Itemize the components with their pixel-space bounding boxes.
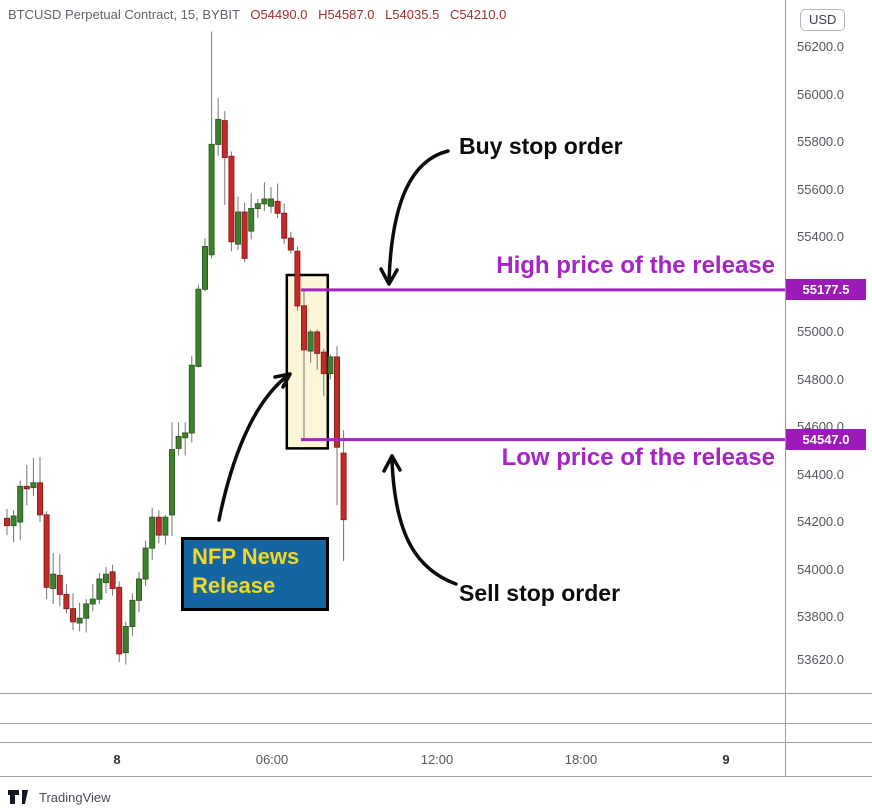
nfp-callout-arrow[interactable] — [217, 375, 288, 522]
candle-down — [63, 593, 70, 610]
price-tick-label: 54800.0 — [797, 371, 844, 387]
candle-up — [175, 436, 182, 449]
time-tick-label: 9 — [722, 752, 730, 767]
candle-down — [23, 485, 30, 490]
candle-down — [116, 586, 123, 655]
candle-down — [340, 452, 347, 521]
candle-down — [155, 516, 162, 536]
price-tick-label: 56000.0 — [797, 86, 844, 102]
candle-up — [162, 516, 169, 536]
candle-up — [149, 516, 156, 549]
time-tick-label: 12:00 — [420, 752, 454, 767]
sell-stop-arrowhead — [382, 454, 402, 473]
currency-unit-button[interactable]: USD — [800, 9, 846, 31]
tradingview-logo[interactable]: TradingView — [8, 789, 111, 805]
candle-down — [56, 574, 63, 595]
symbol-legend[interactable]: BTCUSD Perpetual Contract, 15, BYBIT O54… — [8, 7, 506, 22]
price-tick-label: 55800.0 — [797, 134, 844, 149]
candle-up — [89, 598, 96, 605]
candle-up — [10, 515, 17, 527]
candle-up — [169, 449, 175, 516]
candle-up — [182, 432, 189, 439]
time-tick-label: 8 — [113, 752, 121, 767]
candle-down — [287, 237, 294, 251]
price-tick-label: 53620.0 — [797, 651, 844, 667]
candle-up — [268, 198, 274, 207]
nfp-news-line1: NFP News — [192, 544, 300, 569]
candle-up — [307, 331, 314, 352]
buy-stop-arrowhead — [379, 267, 399, 286]
candle-up — [122, 626, 129, 654]
candle-down — [241, 211, 248, 259]
candle-down — [70, 608, 76, 623]
candle-down — [221, 120, 228, 158]
candle-up — [129, 599, 136, 627]
buy-stop-arrow[interactable] — [387, 149, 450, 282]
open-readout: O54490.0 — [250, 7, 308, 22]
candle-up — [142, 547, 149, 580]
candle-up — [327, 356, 334, 375]
candle-up — [188, 364, 195, 434]
sell-stop-arrow[interactable] — [390, 458, 458, 586]
candle-down — [334, 356, 340, 448]
candle-up — [76, 617, 83, 624]
nfp-news-line2: Release — [192, 573, 276, 598]
candle-up — [50, 573, 57, 589]
high-readout: H54587.0 — [318, 7, 375, 22]
candle-up — [208, 143, 215, 256]
candle-down — [281, 212, 288, 239]
high-price-release-label[interactable]: High price of the release — [496, 252, 775, 279]
price-tick-label: 55600.0 — [797, 181, 844, 197]
nfp-callout-arrowhead — [273, 372, 292, 389]
tradingview-logo-text: TradingView — [39, 789, 111, 805]
price-tick-label: 56200.0 — [797, 39, 844, 54]
candle-up — [96, 578, 103, 600]
candle-down — [274, 200, 281, 214]
candle-down — [43, 514, 50, 588]
price-line-badge: 55177.5 — [786, 279, 866, 301]
candle-up — [235, 211, 241, 245]
low-price-release-label[interactable]: Low price of the release — [501, 444, 775, 471]
candle-up — [195, 288, 202, 367]
candle-up — [30, 482, 37, 489]
close-readout: C54210.0 — [449, 7, 507, 22]
candle-up — [202, 246, 208, 290]
candle-down — [320, 351, 327, 375]
candle-up — [215, 118, 222, 145]
price-tick-label: 54200.0 — [797, 514, 844, 529]
candle-up — [254, 203, 261, 209]
time-tick-label: 06:00 — [255, 752, 289, 767]
price-tick-label: 54400.0 — [797, 466, 844, 482]
nfp-news-release-callout[interactable]: NFP News Release — [181, 537, 329, 611]
tradingview-logo-icon — [8, 790, 28, 804]
candle-up — [17, 485, 24, 523]
candle-up — [261, 198, 268, 205]
price-tick-label: 54000.0 — [797, 561, 844, 577]
candle-down — [4, 517, 10, 527]
candle-up — [83, 603, 90, 619]
price-tick-label: 55400.0 — [797, 229, 844, 244]
candle-up — [136, 578, 142, 601]
candle-down — [314, 331, 321, 354]
price-tick-label: 53800.0 — [797, 609, 844, 624]
low-readout: L54035.5 — [385, 7, 440, 22]
time-tick-label: 18:00 — [564, 752, 598, 767]
price-tick-label: 55000.0 — [797, 324, 844, 339]
sell-stop-order-label[interactable]: Sell stop order — [459, 580, 621, 606]
candle-up — [103, 573, 109, 584]
price-line-badge: 54547.0 — [786, 429, 866, 451]
candle-down — [228, 155, 235, 243]
candle-down — [294, 250, 301, 307]
candle-down — [109, 571, 116, 589]
candle-down — [37, 482, 43, 516]
symbol-title: BTCUSD Perpetual Contract, 15, BYBIT — [8, 7, 240, 22]
buy-stop-order-label[interactable]: Buy stop order — [459, 133, 623, 159]
candle-up — [248, 208, 255, 232]
news-release-candle — [301, 305, 307, 351]
